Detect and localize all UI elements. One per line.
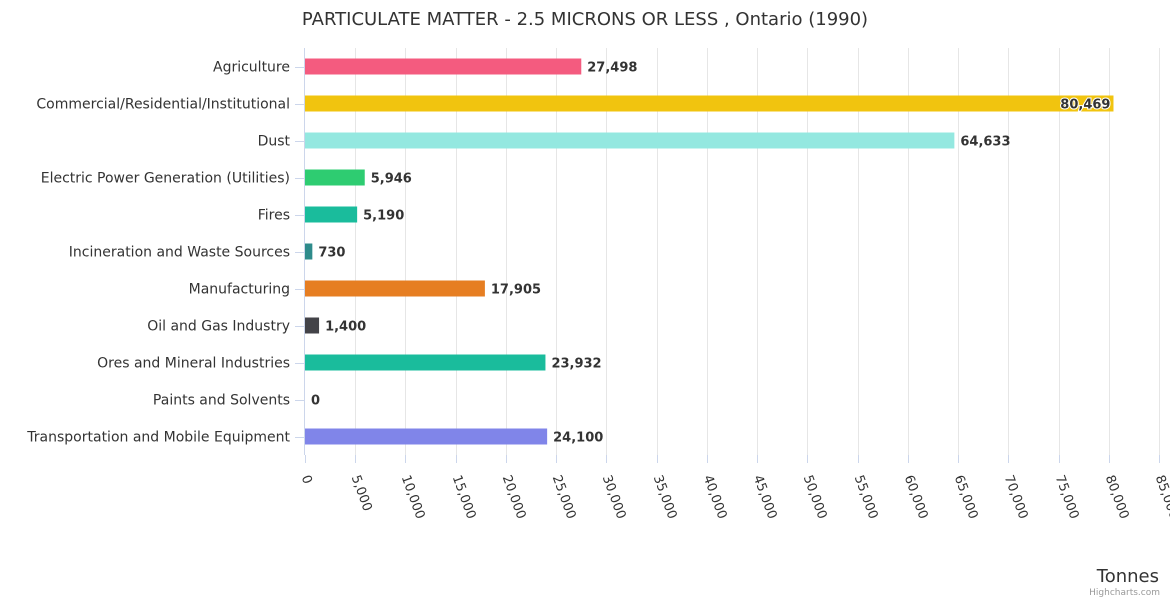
bar[interactable] xyxy=(305,132,955,149)
x-tick-label: 25,000 xyxy=(549,473,579,521)
x-tick-label: 50,000 xyxy=(800,473,830,521)
x-tick-label: 20,000 xyxy=(499,473,529,521)
category-label: Agriculture xyxy=(213,60,290,76)
x-tick-label: 80,000 xyxy=(1102,473,1132,521)
bar[interactable] xyxy=(305,280,485,297)
x-tick-label: 60,000 xyxy=(901,473,931,521)
data-label: 24,100 xyxy=(553,431,603,446)
data-label: 80,469 xyxy=(1060,98,1110,113)
bars xyxy=(305,58,1114,445)
credits-link[interactable]: Highcharts.com xyxy=(1089,588,1160,598)
data-label: 17,905 xyxy=(491,283,541,298)
x-tick-label: 15,000 xyxy=(449,473,479,521)
category-label: Oil and Gas Industry xyxy=(147,319,290,335)
category-label: Commercial/Residential/Institutional xyxy=(36,97,290,113)
data-label: 730 xyxy=(318,246,345,261)
x-tick-label: 45,000 xyxy=(750,473,780,521)
bar[interactable] xyxy=(305,58,582,75)
x-tick-label: 65,000 xyxy=(951,473,981,521)
grid-lines xyxy=(304,48,1160,455)
chart-title: PARTICULATE MATTER - 2.5 MICRONS OR LESS… xyxy=(302,9,868,30)
bar[interactable] xyxy=(305,169,365,186)
category-label: Fires xyxy=(258,208,290,224)
category-label: Manufacturing xyxy=(189,282,290,298)
x-tick-label: 70,000 xyxy=(1001,473,1031,521)
category-label: Paints and Solvents xyxy=(153,393,290,409)
x-tick-label: 55,000 xyxy=(851,473,881,521)
x-axis-ticks: 0 5,000 10,000 15,000 20,000 25,000 30,000 35,0… xyxy=(298,455,1170,521)
data-label: 5,190 xyxy=(363,209,404,224)
x-tick-label: 0 xyxy=(298,473,315,486)
bar[interactable] xyxy=(305,95,1114,112)
category-label: Incineration and Waste Sources xyxy=(69,245,290,261)
data-label: 64,633 xyxy=(960,135,1010,150)
x-tick-label: 10,000 xyxy=(398,473,428,521)
category-label: Ores and Mineral Industries xyxy=(97,356,290,372)
bar[interactable] xyxy=(305,317,320,334)
category-label: Dust xyxy=(258,134,291,150)
bar[interactable] xyxy=(305,354,546,371)
bar[interactable] xyxy=(305,428,548,445)
category-label: Transportation and Mobile Equipment xyxy=(26,430,290,446)
x-tick-label: 40,000 xyxy=(700,473,730,521)
data-label: 27,498 xyxy=(587,61,637,76)
data-label: 0 xyxy=(311,394,320,409)
bar[interactable] xyxy=(305,243,313,260)
x-tick-label: 85,000 xyxy=(1152,473,1170,521)
category-labels: Agriculture Commercial/Residential/Instit… xyxy=(26,60,305,446)
x-tick-label: 75,000 xyxy=(1052,473,1082,521)
data-label: 5,946 xyxy=(371,172,412,187)
category-label: Electric Power Generation (Utilities) xyxy=(41,171,290,187)
x-tick-label: 35,000 xyxy=(650,473,680,521)
bar[interactable] xyxy=(305,206,358,223)
data-label: 23,932 xyxy=(551,357,601,372)
data-labels: 27,498 80,469 64,633 5,946 5,190 730 17,905 1,4… xyxy=(311,61,1111,446)
x-tick-label: 30,000 xyxy=(599,473,629,521)
x-axis-title: Tonnes xyxy=(1096,566,1159,587)
data-label: 1,400 xyxy=(325,320,366,335)
x-tick-label: 5,000 xyxy=(348,473,375,513)
